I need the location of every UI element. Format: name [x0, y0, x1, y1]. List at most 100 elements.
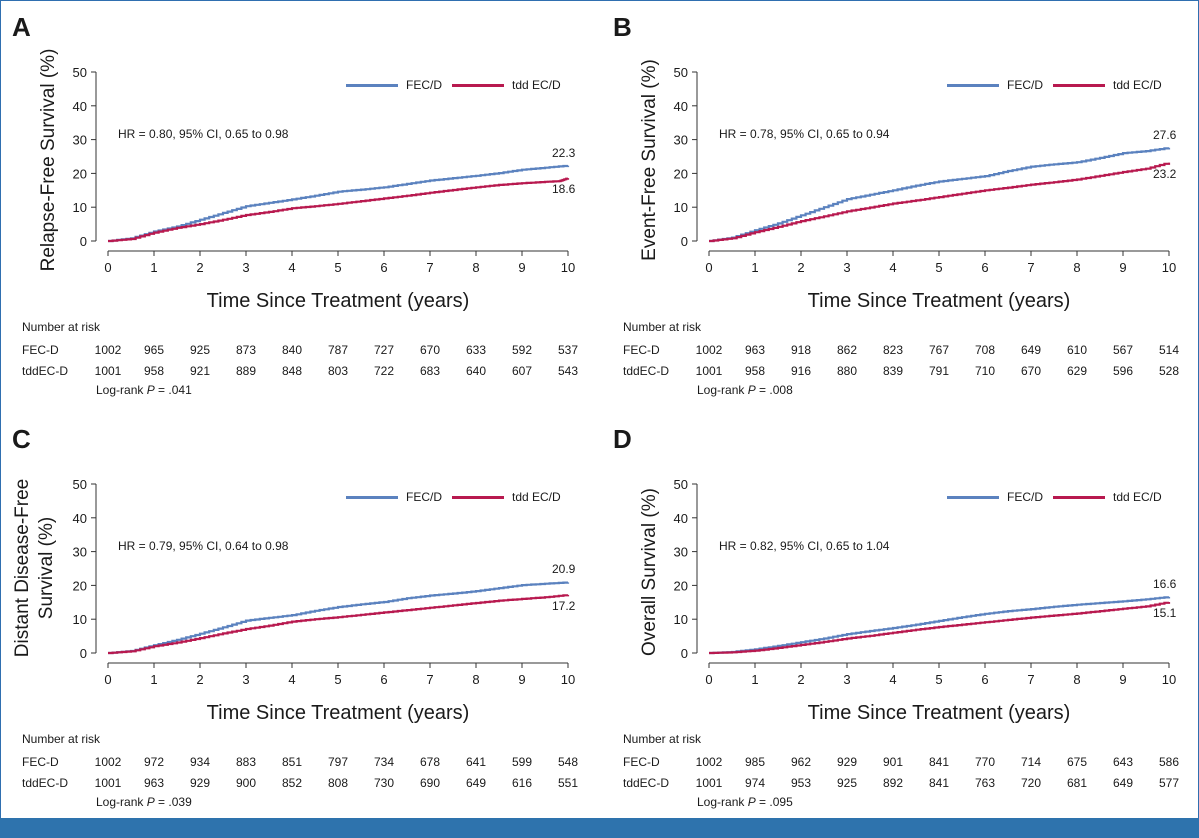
legend-swatch-tdd-ec-d — [452, 84, 504, 88]
risk-cell: 722 — [373, 364, 395, 378]
x-tick-label: 3 — [843, 672, 850, 687]
legend-tdd-ec-d: tdd EC/D — [452, 78, 561, 92]
risk-cell: 610 — [1066, 343, 1088, 357]
legend-label-tdd-ec-d: tdd EC/D — [512, 78, 561, 92]
legend-label-fec-d: FEC/D — [406, 78, 442, 92]
risk-cell: 851 — [281, 755, 303, 769]
log-rank-p: P — [146, 383, 155, 397]
legend-swatch-tdd-ec-d — [452, 496, 504, 500]
end-label-tdd-ec-d: 18.6 — [552, 182, 576, 197]
x-tick-label: 0 — [705, 260, 712, 275]
risk-cell: 848 — [281, 364, 303, 378]
risk-cell: 596 — [1112, 364, 1134, 378]
legend-tdd-ec-d: tdd EC/D — [1053, 490, 1162, 504]
risk-cell: 1002 — [695, 343, 723, 357]
y-tick-label: 50 — [674, 65, 688, 80]
risk-cell: 918 — [790, 343, 812, 357]
x-tick-label: 0 — [104, 672, 111, 687]
x-tick-label: 10 — [561, 260, 575, 275]
y-tick-label: 0 — [681, 234, 688, 249]
legend-swatch-fec-d — [947, 496, 999, 500]
y-tick-label: 40 — [73, 511, 87, 526]
x-tick-label: 10 — [1162, 672, 1176, 687]
risk-cell: 873 — [235, 343, 257, 357]
chart-panel-a: 0 10 20 30 40 50 0 1 2 3 4 5 6 7 8 9 10 Time Since Treatm… — [0, 0, 600, 409]
y-tick-label: 10 — [674, 612, 688, 627]
legend-fec-d: FEC/D — [346, 490, 442, 504]
x-tick-label: 5 — [935, 260, 942, 275]
risk-cell: 528 — [1158, 364, 1180, 378]
legend-label-fec-d: FEC/D — [1007, 490, 1043, 504]
x-axis-title: Time Since Treatment (years) — [808, 702, 1071, 724]
risk-cell: 889 — [235, 364, 257, 378]
hazard-ratio-text: HR = 0.82, 95% CI, 0.65 to 1.04 — [719, 539, 890, 553]
x-tick-label: 0 — [104, 260, 111, 275]
risk-cell: 1002 — [695, 755, 723, 769]
risk-cell: 767 — [928, 343, 950, 357]
risk-cell: 1001 — [695, 776, 723, 790]
x-tick-label: 5 — [334, 672, 341, 687]
x-tick-label: 8 — [1073, 672, 1080, 687]
x-tick-label: 2 — [196, 672, 203, 687]
y-tick-label: 20 — [674, 578, 688, 593]
risk-cell: 770 — [974, 755, 996, 769]
end-label-tdd-ec-d: 15.1 — [1153, 605, 1177, 620]
risk-cell: 710 — [974, 364, 996, 378]
risk-cell: 852 — [281, 776, 303, 790]
risk-cell: 958 — [143, 364, 165, 378]
panel-label: B — [613, 12, 632, 42]
risk-cell: 1001 — [94, 364, 122, 378]
risk-cell: 1002 — [94, 755, 122, 769]
x-axis-title: Time Since Treatment (years) — [207, 290, 470, 312]
x-tick-label: 5 — [935, 672, 942, 687]
log-rank-text: Log-rank P = .039 — [96, 795, 192, 809]
x-tick-label: 7 — [426, 260, 433, 275]
legend-swatch-tdd-ec-d — [1053, 496, 1105, 500]
y-tick-label: 30 — [674, 545, 688, 560]
risk-cell: 514 — [1158, 343, 1180, 357]
x-tick-label: 9 — [1119, 672, 1126, 687]
x-tick-label: 10 — [1162, 260, 1176, 275]
risk-cell: 649 — [465, 776, 487, 790]
risk-cell: 1001 — [695, 364, 723, 378]
risk-cell: 791 — [928, 364, 950, 378]
x-tick-label: 9 — [1119, 260, 1126, 275]
y-tick-label: 10 — [73, 200, 87, 215]
legend-tdd-ec-d: tdd EC/D — [1053, 78, 1162, 92]
x-tick-label: 9 — [518, 672, 525, 687]
hazard-ratio-text: HR = 0.79, 95% CI, 0.64 to 0.98 — [118, 539, 289, 553]
legend-swatch-fec-d — [947, 84, 999, 88]
risk-cell: 714 — [1020, 755, 1042, 769]
x-tick-label: 2 — [797, 672, 804, 687]
risk-cell: 958 — [744, 364, 766, 378]
survival-curve-tdd-ec-d — [108, 594, 570, 655]
risk-cell: 921 — [189, 364, 211, 378]
y-axis-title-line: Relapse-Free Survival (%) — [38, 49, 59, 272]
risk-cell: 616 — [511, 776, 533, 790]
risk-cell: 880 — [836, 364, 858, 378]
risk-cell: 841 — [928, 776, 950, 790]
log-rank-prefix: Log-rank — [96, 383, 147, 397]
legend-label-tdd-ec-d: tdd EC/D — [512, 490, 561, 504]
risk-table-title: Number at risk — [22, 732, 101, 746]
risk-cell: 823 — [882, 343, 904, 357]
y-tick-label: 30 — [73, 545, 87, 560]
risk-cell: 763 — [974, 776, 996, 790]
y-axis-title: Overall Survival (%) — [639, 488, 660, 656]
legend-fec-d: FEC/D — [947, 490, 1043, 504]
survival-curve-tdd-ec-d — [108, 177, 570, 243]
x-tick-label: 4 — [288, 260, 295, 275]
survival-curve-tdd-ec-d — [709, 162, 1171, 243]
x-tick-label: 3 — [242, 260, 249, 275]
risk-cell: 916 — [790, 364, 812, 378]
y-tick-label: 40 — [674, 511, 688, 526]
hazard-ratio-text: HR = 0.78, 95% CI, 0.65 to 0.94 — [719, 127, 890, 141]
risk-row-label: FEC-D — [623, 343, 660, 357]
risk-cell: 670 — [419, 343, 441, 357]
risk-row-label: tddEC-D — [623, 364, 670, 378]
panel-label: D — [613, 424, 632, 454]
risk-cell: 925 — [836, 776, 858, 790]
risk-cell: 965 — [143, 343, 165, 357]
risk-table-title: Number at risk — [623, 320, 702, 334]
x-tick-label: 4 — [288, 672, 295, 687]
